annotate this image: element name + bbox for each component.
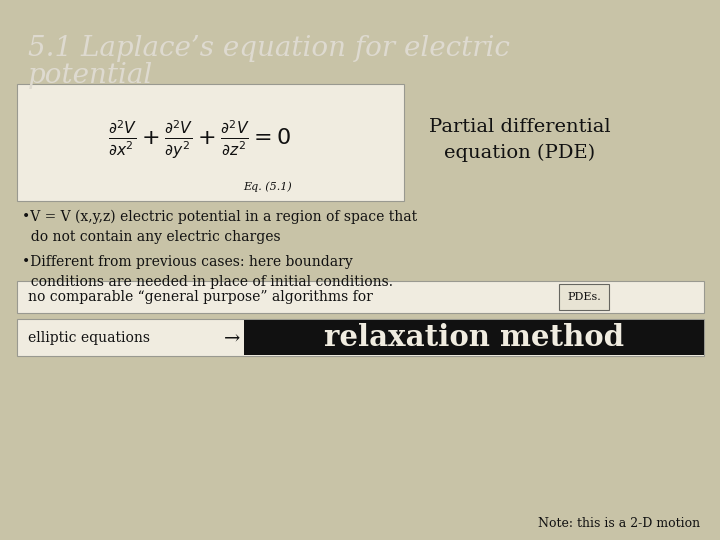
Text: →: → — [224, 329, 240, 347]
Text: potential: potential — [28, 62, 153, 89]
Text: Partial differential
equation (PDE): Partial differential equation (PDE) — [429, 118, 611, 161]
FancyBboxPatch shape — [17, 319, 704, 356]
Text: conditions are needed in place of initial conditions.: conditions are needed in place of initia… — [22, 275, 393, 289]
Text: •V = V (x,y,z) electric potential in a region of space that: •V = V (x,y,z) electric potential in a r… — [22, 210, 417, 225]
Text: do not contain any electric charges: do not contain any electric charges — [22, 230, 281, 244]
Text: elliptic equations: elliptic equations — [28, 331, 150, 345]
Text: Eq. (5.1): Eq. (5.1) — [243, 181, 292, 192]
Text: relaxation method: relaxation method — [324, 323, 624, 353]
FancyBboxPatch shape — [17, 84, 404, 201]
FancyBboxPatch shape — [244, 320, 704, 355]
FancyBboxPatch shape — [17, 281, 704, 313]
Text: 5.1 Laplace’s equation for electric: 5.1 Laplace’s equation for electric — [28, 35, 510, 62]
Text: $\frac{\partial^2 V}{\partial x^2}+\frac{\partial^2 V}{\partial y^2}+\frac{\part: $\frac{\partial^2 V}{\partial x^2}+\frac… — [108, 119, 292, 161]
Text: Note: this is a 2-D motion: Note: this is a 2-D motion — [538, 517, 700, 530]
FancyBboxPatch shape — [559, 284, 609, 310]
Text: PDEs.: PDEs. — [567, 292, 601, 302]
Text: •Different from previous cases: here boundary: •Different from previous cases: here bou… — [22, 255, 353, 269]
Text: no comparable “general purpose” algorithms for: no comparable “general purpose” algorith… — [28, 290, 377, 304]
